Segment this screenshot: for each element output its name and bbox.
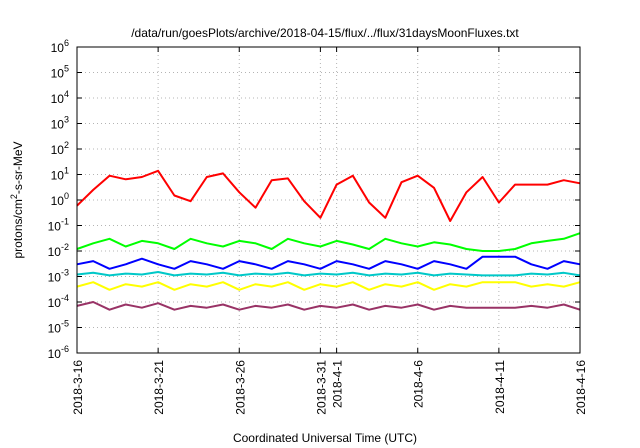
x-tick-label: 2018-4-6	[412, 360, 426, 408]
y-tick-base: 10	[51, 41, 65, 55]
series-line-1	[76, 169, 581, 222]
y-tick-exponent: -3	[61, 268, 69, 278]
y-tick-label: 10-3	[48, 268, 69, 285]
series-line-4	[76, 271, 581, 277]
y-axis-label: protons/cm2-s-sr-MeV	[9, 141, 25, 258]
x-axis-label: Coordinated Universal Time (UTC)	[233, 431, 417, 445]
y-tick-base: 10	[51, 67, 65, 81]
y-tick-base: 10	[51, 169, 65, 183]
y-tick-label: 104	[51, 89, 69, 106]
y-tick-base: 10	[48, 245, 62, 259]
series-line-3	[76, 255, 581, 270]
series-layer	[76, 169, 581, 311]
y-tick-base: 10	[48, 220, 62, 234]
y-tick-base: 10	[48, 296, 62, 310]
y-tick-label: 101	[51, 166, 69, 183]
y-tick-base: 10	[51, 194, 65, 208]
y-label-superscript: 2	[9, 194, 19, 199]
y-tick-exponent: 1	[64, 166, 69, 176]
y-tick-label: 103	[51, 115, 69, 132]
y-tick-exponent: 6	[64, 38, 69, 48]
y-tick-label: 102	[51, 140, 69, 157]
y-tick-label: 105	[51, 64, 69, 81]
y-tick-exponent: 3	[64, 115, 69, 125]
x-tick-label: 2018-3-16	[71, 360, 85, 415]
x-axis: 2018-3-16 2018-3-21 2018-3-26 2018-3-31 2018…	[71, 47, 588, 415]
y-tick-exponent: 5	[64, 64, 69, 74]
x-tick-label: 2018-4-1	[331, 360, 345, 408]
series-line-2	[76, 232, 581, 252]
y-tick-label: 106	[51, 38, 69, 55]
y-tick-exponent: 2	[64, 140, 69, 150]
x-tick-label: 2018-4-16	[574, 360, 588, 415]
y-tick-label: 10-5	[48, 319, 69, 336]
chart-title: /data/run/goesPlots/archive/2018-04-15/f…	[131, 26, 519, 40]
y-label-text: -s-sr-MeV	[11, 141, 25, 194]
y-tick-exponent: 0	[64, 191, 69, 201]
y-tick-exponent: -4	[61, 293, 69, 303]
y-axis: 10-610-510-410-310-210-11001011021031041…	[48, 38, 580, 361]
y-tick-label: 10-6	[48, 344, 69, 361]
y-tick-label: 10-4	[48, 293, 69, 310]
y-tick-exponent: -6	[61, 344, 69, 354]
y-tick-exponent: -1	[61, 217, 69, 227]
y-tick-base: 10	[51, 92, 65, 106]
x-tick-label: 2018-3-21	[152, 360, 166, 415]
x-tick-label: 2018-3-26	[233, 360, 247, 415]
series-line-5	[76, 281, 581, 291]
y-tick-base: 10	[51, 143, 65, 157]
y-tick-exponent: 4	[64, 89, 69, 99]
x-tick-label: 2018-4-11	[493, 360, 507, 414]
y-tick-base: 10	[48, 347, 62, 361]
y-tick-base: 10	[48, 271, 62, 285]
y-tick-label: 100	[51, 191, 69, 208]
x-tick-label: 2018-3-31	[314, 360, 328, 415]
y-tick-label: 10-1	[48, 217, 69, 234]
y-tick-base: 10	[51, 118, 65, 132]
y-tick-base: 10	[48, 322, 62, 336]
y-tick-label: 10-2	[48, 242, 69, 259]
y-tick-exponent: -5	[61, 319, 69, 329]
y-label-text: protons/cm	[11, 199, 25, 258]
y-tick-exponent: -2	[61, 242, 69, 252]
series-line-6	[76, 301, 581, 311]
